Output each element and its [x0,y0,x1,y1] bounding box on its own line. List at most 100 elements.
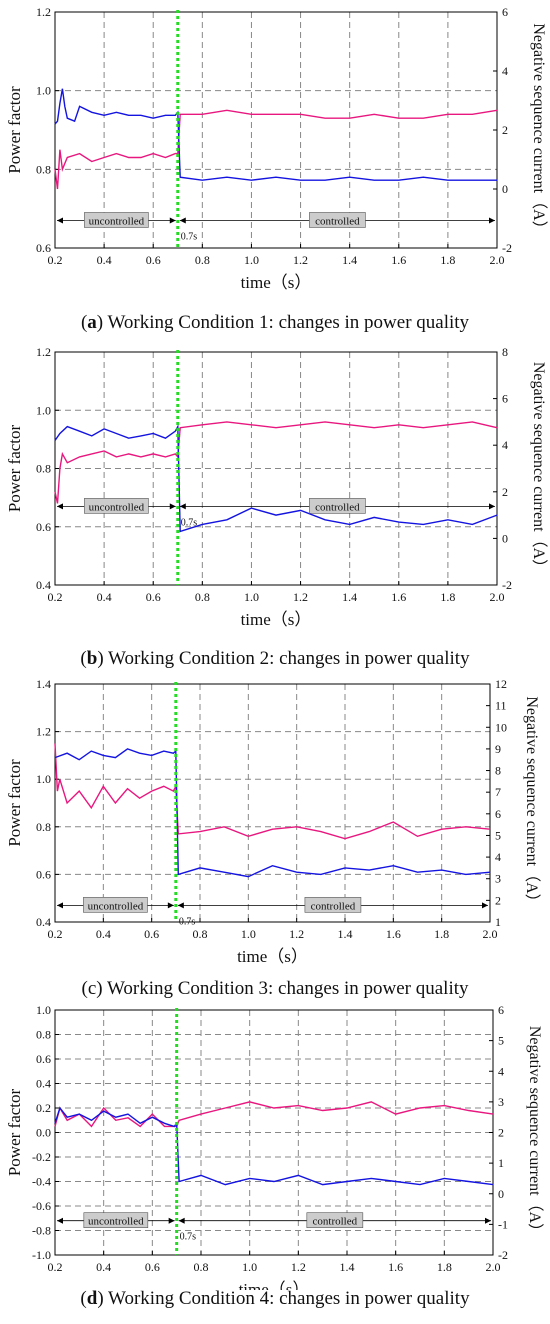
caption-letter: b [86,648,98,669]
x-tick-label: 0.2 [48,1260,63,1274]
arrow-head [57,902,63,909]
y2-tick-label: 5 [495,828,501,842]
chart-b: 0.2 0.4 0.6 0.8 1.0 1.2 1.4 1.6 1.8 2.00.40.60.81… [5,345,548,629]
y-tick-label: -0.2 [32,1150,51,1164]
uncontrolled-label: uncontrolled [88,900,144,912]
series-power-factor [54,1101,494,1128]
y-tick-label: 0.8 [36,162,51,176]
y2-tick-label: 1 [495,915,501,929]
y2-tick-label: 6 [502,5,508,19]
x-axis-label: time（s） [237,947,308,966]
arrow-head [169,217,176,224]
switch-time-label: 0.7s [181,517,198,528]
y-tick-label: 1.0 [36,772,51,786]
y2-tick-label: -1 [498,1217,508,1231]
arrow-head [178,1217,185,1224]
x-tick-label: 1.4 [340,1260,355,1274]
x-tick-label: 1.4 [338,927,353,941]
y-tick-label: 1.2 [36,725,51,739]
x-tick-label: 2.0 [486,1260,501,1274]
x-tick-label: 1.6 [391,253,406,267]
caption-d: (d) Working Condition 4: changes in powe… [80,1288,470,1309]
y2-tick-label: 4 [502,438,508,452]
controlled-label-box [306,1212,364,1228]
controlled-label: controlled [315,501,360,513]
y2-axis-label: Negative sequence current（A） [530,23,548,236]
caption-text: Working Condition 4: changes in power qu… [103,1288,470,1309]
caption-a: (a) Working Condition 1: changes in powe… [80,312,470,333]
y-tick-label: 0.8 [36,820,51,834]
caption-text: Working Condition 3: changes in power qu… [102,978,469,999]
caption-b: (b) Working Condition 2: changes in powe… [80,648,470,669]
y-tick-label: 0.2 [36,1101,51,1115]
x-tick-label: 1.8 [440,253,455,267]
y-axis-label: Power factor [5,86,24,174]
caption-text: Working Condition 1: changes in power qu… [103,312,470,333]
y2-tick-label: -2 [502,241,512,255]
y-tick-label: 1.0 [36,403,51,417]
x-tick-label: 1.8 [440,590,455,604]
arrow-head [482,902,488,909]
controlled-label-box [309,212,366,228]
x-tick-label: 1.2 [293,253,308,267]
y2-tick-label: 5 [498,1034,504,1048]
y2-tick-label: 2 [502,485,508,499]
series-negative-current [54,748,491,878]
x-tick-label: 1.8 [434,927,449,941]
uncontrolled-label: uncontrolled [89,501,145,513]
x-tick-label: 0.4 [97,590,112,604]
x-tick-label: 2.0 [490,590,505,604]
x-tick-label: 1.6 [388,1260,403,1274]
y2-tick-label: 12 [495,677,507,691]
controlled-label: controlled [311,900,356,912]
caption-letter: d [86,1288,98,1309]
x-axis-label: time（s） [241,610,312,629]
y-tick-label: 1.2 [36,345,51,359]
arrow-head [57,1217,63,1224]
y2-axis-label: Negative sequence current（A） [523,696,541,909]
arrow-head [167,902,174,909]
y-axis-label: Power factor [5,759,24,847]
x-tick-label: 1.2 [289,927,304,941]
series-negative-current [54,88,497,181]
y2-axis-label: Negative sequence current（A） [530,362,548,575]
x-tick-label: 1.8 [437,1260,452,1274]
x-tick-label: 0.6 [146,253,161,267]
arrow-head [169,503,176,510]
y2-axis-label: Negative sequence current（A） [526,1026,544,1239]
x-axis-label: time（s） [241,273,312,292]
caption-c: (c) Working Condition 3: changes in powe… [81,978,469,999]
y-tick-label: 0.6 [36,1052,51,1066]
switch-time-label: 0.7s [181,231,198,242]
series-negative-current [54,1106,494,1186]
uncontrolled-label: uncontrolled [88,1216,144,1228]
y2-tick-label: 6 [502,392,508,406]
series-negative-current [54,423,498,533]
chart-c: 0.2 0.4 0.6 0.8 1.0 1.2 1.4 1.6 1.8 2.00.40.60.81… [5,677,541,966]
uncontrolled-label-box [83,897,148,913]
y2-tick-label: 0 [502,531,508,545]
x-tick-label: 0.8 [193,927,208,941]
y2-tick-label: 8 [502,345,508,359]
x-tick-label: 1.6 [391,590,406,604]
x-tick-label: 2.0 [483,927,498,941]
controlled-label: controlled [315,215,360,227]
chart-a: 0.2 0.4 0.6 0.8 1.0 1.2 1.4 1.6 1.8 2.0 0.6 0.8 1.0 1… [5,5,548,292]
y2-tick-label: 7 [495,785,501,799]
x-tick-label: 0.8 [194,1260,209,1274]
controlled-label-box [304,897,362,913]
x-tick-label: 1.2 [293,590,308,604]
arrow-head [57,217,63,224]
y-tick-label: 0.8 [36,1028,51,1042]
x-tick-label: 0.4 [96,927,111,941]
y-tick-label: -0.6 [32,1199,51,1213]
x-tick-label: 0.2 [48,590,63,604]
y2-tick-label: 11 [495,699,507,713]
arrow-head [489,217,495,224]
y2-tick-label: 6 [495,807,501,821]
controlled-label-box [309,498,366,514]
uncontrolled-label: uncontrolled [89,215,145,227]
x-tick-label: 0.6 [145,1260,160,1274]
y2-tick-label: -2 [502,578,512,592]
